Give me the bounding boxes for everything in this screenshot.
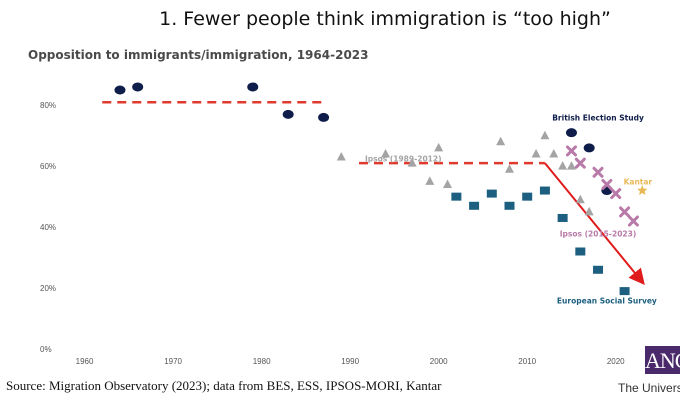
british-election-study-point: [114, 85, 126, 95]
ipsos-1989-2012-point: [434, 142, 444, 152]
ipsos-1989-2012-point: [558, 161, 568, 170]
logo-text: ANC: [645, 348, 680, 373]
ipsos-1989-2012-point: [575, 194, 585, 204]
x-tick-label: 1970: [164, 357, 182, 366]
series-label: Kantar: [624, 177, 653, 186]
european-social-survey-point: [575, 247, 586, 256]
slide-title: 1. Fewer people think immigration is “to…: [159, 8, 611, 30]
chart-title: Opposition to immigrants/immigration, 19…: [28, 48, 369, 62]
ipsos-2015-2023-point: [619, 206, 631, 218]
european-social-survey-point: [557, 213, 568, 222]
european-social-survey-point: [486, 189, 497, 198]
european-social-survey-point: [504, 201, 515, 210]
university-caption: The University: [618, 381, 680, 395]
ipsos-1989-2012-point: [505, 164, 514, 173]
european-social-survey-point: [522, 192, 533, 201]
x-tick-label: 1980: [253, 357, 271, 366]
european-social-survey-point: [469, 201, 480, 210]
kantar-point: [637, 185, 648, 195]
european-social-survey-point: [539, 186, 550, 195]
european-social-survey-point: [593, 265, 604, 274]
x-tick-label: 1990: [341, 357, 359, 366]
british-election-study-point: [583, 143, 595, 153]
british-election-study-point: [247, 82, 259, 92]
y-tick-label: 0%: [40, 345, 52, 354]
ipsos-1989-2012-point: [584, 206, 594, 216]
series-label: British Election Study: [552, 113, 644, 122]
ipsos-1989-2012-point: [496, 136, 506, 146]
university-logo: ANC: [645, 346, 680, 374]
trend-arrow: [544, 162, 645, 286]
ipsos-2015-2023-point: [601, 178, 613, 190]
x-tick-label: 2000: [430, 357, 448, 366]
ipsos-1989-2012-point: [381, 148, 391, 158]
ipsos-2015-2023-point: [627, 215, 639, 227]
x-tick-label: 1960: [76, 357, 94, 366]
y-tick-label: 20%: [40, 284, 56, 293]
series-label: Ipsos (2015-2023): [560, 229, 637, 238]
y-tick-label: 40%: [40, 223, 56, 232]
ipsos-1989-2012-point: [549, 148, 559, 158]
ipsos-2015-2023-point: [565, 145, 577, 157]
ipsos-1989-2012-point: [407, 158, 417, 167]
source-note: Source: Migration Observatory (2023); da…: [6, 378, 442, 393]
european-social-survey-point: [619, 287, 630, 296]
ipsos-1989-2012-point: [540, 130, 550, 140]
ipsos-2015-2023-point: [592, 166, 604, 178]
british-election-study-point: [565, 128, 577, 138]
british-election-study-point: [282, 109, 294, 119]
ipsos-2015-2023-point: [610, 188, 622, 200]
ipsos-1989-2012-point: [336, 152, 346, 161]
british-election-study-point: [132, 82, 144, 92]
y-tick-label: 60%: [40, 162, 56, 171]
ipsos-1989-2012-point: [443, 179, 453, 188]
x-tick-label: 2020: [607, 357, 625, 366]
ipsos-1989-2012-point: [425, 176, 435, 185]
series-label: Ipsos (1989-2012): [365, 155, 442, 164]
ipsos-2015-2023-point: [574, 157, 586, 169]
european-social-survey-point: [451, 192, 462, 201]
ipsos-1989-2012-point: [566, 161, 576, 170]
series-label: European Social Survey: [557, 296, 657, 305]
ipsos-1989-2012-point: [531, 148, 541, 158]
british-election-study-point: [318, 112, 330, 122]
x-tick-label: 2010: [518, 357, 536, 366]
y-tick-label: 80%: [40, 101, 56, 110]
